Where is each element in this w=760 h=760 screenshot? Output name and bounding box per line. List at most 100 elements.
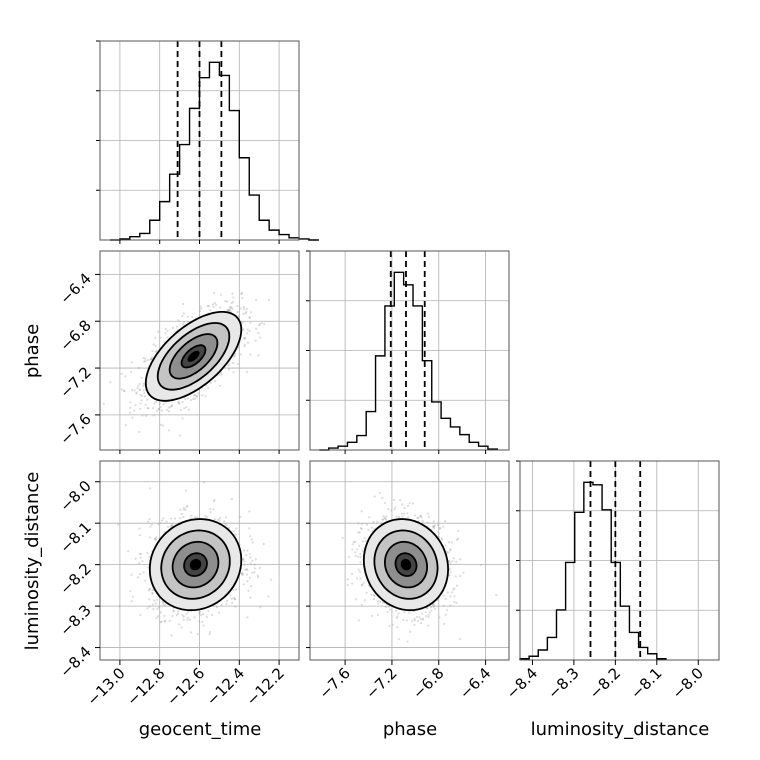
sample-point	[139, 402, 142, 405]
sample-point	[243, 343, 246, 346]
sample-point	[416, 516, 419, 520]
sample-point	[362, 582, 365, 585]
sample-point	[127, 550, 130, 553]
sample-point	[164, 619, 167, 622]
sample-point	[440, 537, 443, 540]
sample-point	[436, 523, 440, 527]
sample-point	[181, 315, 184, 318]
sample-point	[152, 414, 155, 417]
sample-point	[232, 296, 235, 299]
sample-point	[400, 512, 403, 515]
sample-point	[359, 556, 362, 559]
sample-point	[135, 392, 138, 395]
sample-point	[146, 520, 150, 523]
sample-point	[384, 501, 387, 505]
sample-point	[136, 576, 140, 579]
sample-point	[138, 534, 142, 537]
sample-point	[159, 621, 163, 624]
sample-point	[385, 515, 388, 518]
sample-point	[395, 616, 399, 619]
sample-point	[359, 552, 362, 556]
sample-point	[186, 315, 190, 318]
sample-point	[155, 349, 158, 353]
sample-point	[249, 311, 253, 314]
sample-point	[149, 487, 152, 490]
sample-point	[163, 620, 166, 623]
sample-point	[381, 601, 384, 604]
sample-point	[137, 384, 140, 387]
sample-point	[413, 623, 416, 626]
sample-point	[240, 292, 243, 295]
sample-point	[166, 525, 170, 528]
sample-point	[206, 386, 210, 390]
sample-point	[131, 595, 134, 598]
sample-point	[218, 384, 222, 388]
contour-line	[383, 540, 429, 589]
sample-point	[190, 514, 193, 517]
sample-point	[396, 615, 399, 618]
sample-point	[170, 634, 173, 637]
sample-point	[419, 514, 423, 518]
sample-point	[151, 603, 154, 606]
sample-point	[139, 556, 142, 559]
sample-point	[144, 579, 147, 582]
sample-point	[356, 548, 359, 551]
sample-point	[418, 615, 421, 619]
sample-point	[432, 605, 435, 608]
sample-point	[102, 402, 105, 405]
sample-point	[249, 596, 252, 599]
sample-point	[228, 308, 231, 311]
sample-point	[195, 395, 199, 399]
sample-point	[180, 512, 183, 516]
sample-point	[427, 624, 430, 627]
sample-point	[182, 302, 185, 306]
x-tick-label: −6.4	[456, 664, 494, 702]
sample-point	[150, 355, 153, 359]
sample-point	[255, 327, 258, 330]
sample-point	[182, 312, 185, 315]
sample-point	[231, 292, 234, 295]
sample-point	[408, 501, 411, 505]
sample-point	[267, 298, 271, 302]
sample-point	[444, 597, 447, 601]
sample-point	[243, 563, 246, 566]
sample-point	[175, 325, 178, 328]
sample-point	[445, 550, 449, 553]
sample-point	[432, 524, 435, 528]
sample-point	[199, 305, 202, 308]
sample-point	[167, 406, 171, 409]
sample-point	[159, 336, 162, 339]
sample-point	[165, 520, 168, 523]
sample-point	[245, 307, 248, 310]
sample-point	[178, 402, 181, 405]
y-axis-label-luminosity_distance: luminosity_distance	[22, 472, 43, 651]
sample-point	[414, 514, 417, 517]
sample-point	[208, 630, 212, 634]
sample-point	[227, 309, 230, 312]
sample-point	[241, 557, 245, 561]
x-tick-label: −8.3	[544, 664, 582, 702]
sample-point	[158, 606, 161, 609]
sample-point	[144, 357, 147, 360]
sample-point	[430, 609, 433, 612]
sample-point	[403, 611, 406, 614]
sample-point	[388, 608, 392, 611]
sample-point	[255, 298, 258, 302]
sample-point	[157, 408, 161, 411]
sample-point	[449, 571, 452, 574]
sample-point	[249, 585, 253, 588]
sample-point	[199, 307, 203, 310]
sample-point	[224, 522, 227, 525]
sample-point	[237, 362, 240, 365]
sample-point	[164, 327, 167, 331]
sample-point	[438, 616, 441, 619]
sample-point	[406, 512, 409, 515]
sample-point	[193, 397, 197, 400]
sample-point	[157, 407, 160, 411]
axes-frame	[309, 250, 510, 451]
sample-point	[257, 575, 260, 579]
sample-point	[228, 308, 231, 311]
sample-point	[421, 521, 424, 524]
sample-point	[453, 587, 456, 590]
sample-point	[187, 320, 190, 323]
